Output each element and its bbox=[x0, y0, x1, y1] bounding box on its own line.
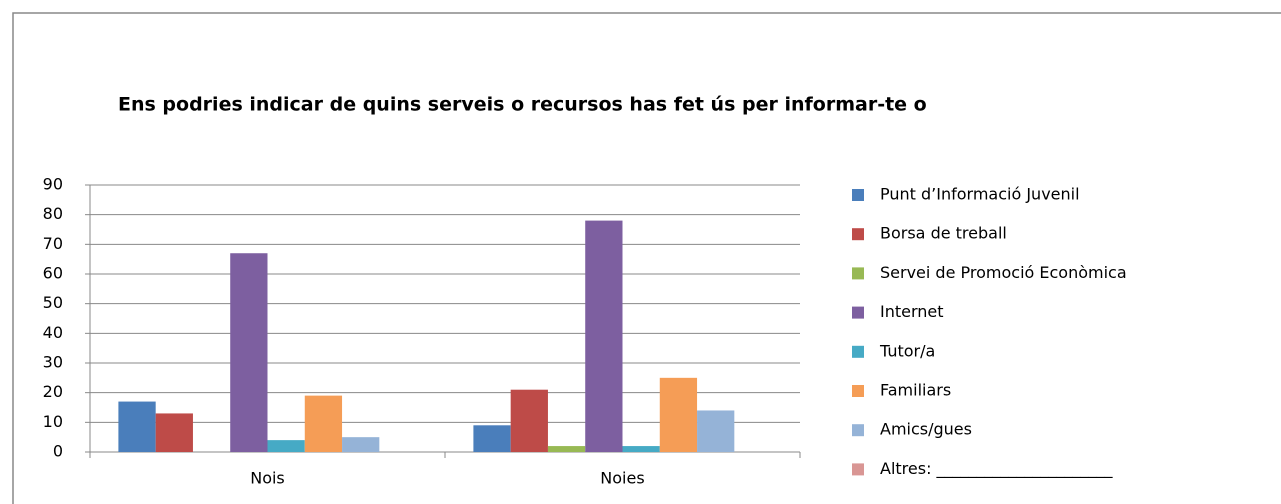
legend-swatch bbox=[852, 424, 864, 437]
y-tick-label: 40 bbox=[43, 323, 63, 342]
legend-label: Amics/gues bbox=[880, 420, 972, 439]
legend-swatch bbox=[852, 306, 864, 319]
x-tick-label: Nois bbox=[250, 469, 285, 488]
bar bbox=[659, 377, 698, 452]
legend-swatch bbox=[852, 228, 864, 241]
y-tick-label: 90 bbox=[43, 175, 63, 194]
bar bbox=[155, 413, 193, 452]
y-tick-label: 50 bbox=[43, 293, 63, 312]
bar bbox=[342, 437, 380, 452]
legend-label: Tutor/a bbox=[879, 341, 935, 360]
legend-swatch bbox=[852, 463, 864, 476]
legend-label: Borsa de treball bbox=[880, 224, 1007, 243]
legend-swatch bbox=[852, 267, 864, 280]
bar bbox=[697, 410, 735, 452]
chart-title: Ens podries indicar de quins serveis o r… bbox=[118, 94, 927, 116]
chart-frame bbox=[12, 12, 1281, 504]
bar bbox=[585, 220, 623, 452]
bar bbox=[230, 253, 268, 452]
legend-swatch bbox=[852, 189, 864, 201]
bar bbox=[267, 440, 305, 452]
legend-swatch bbox=[852, 345, 864, 358]
y-tick-label: 10 bbox=[43, 412, 63, 431]
legend-swatch bbox=[852, 385, 864, 397]
y-tick-label: 70 bbox=[43, 234, 63, 253]
bar bbox=[510, 389, 548, 452]
bar bbox=[547, 446, 586, 452]
legend-label: Altres: ______________________ bbox=[880, 459, 1114, 479]
y-tick-label: 30 bbox=[43, 353, 63, 372]
legend-label: Internet bbox=[880, 302, 944, 321]
bar bbox=[304, 395, 343, 452]
y-tick-label: 0 bbox=[53, 442, 63, 461]
x-tick-label: Noies bbox=[600, 469, 644, 488]
legend-label: Familiars bbox=[880, 381, 951, 400]
bar bbox=[118, 401, 156, 452]
y-tick-label: 60 bbox=[43, 264, 63, 283]
legend-label: Punt d’Informació Juvenil bbox=[880, 185, 1080, 204]
bar bbox=[473, 425, 511, 452]
bar bbox=[622, 446, 660, 452]
legend-label: Servei de Promoció Econòmica bbox=[880, 263, 1127, 282]
y-tick-label: 20 bbox=[43, 382, 63, 401]
y-tick-label: 80 bbox=[43, 204, 63, 223]
